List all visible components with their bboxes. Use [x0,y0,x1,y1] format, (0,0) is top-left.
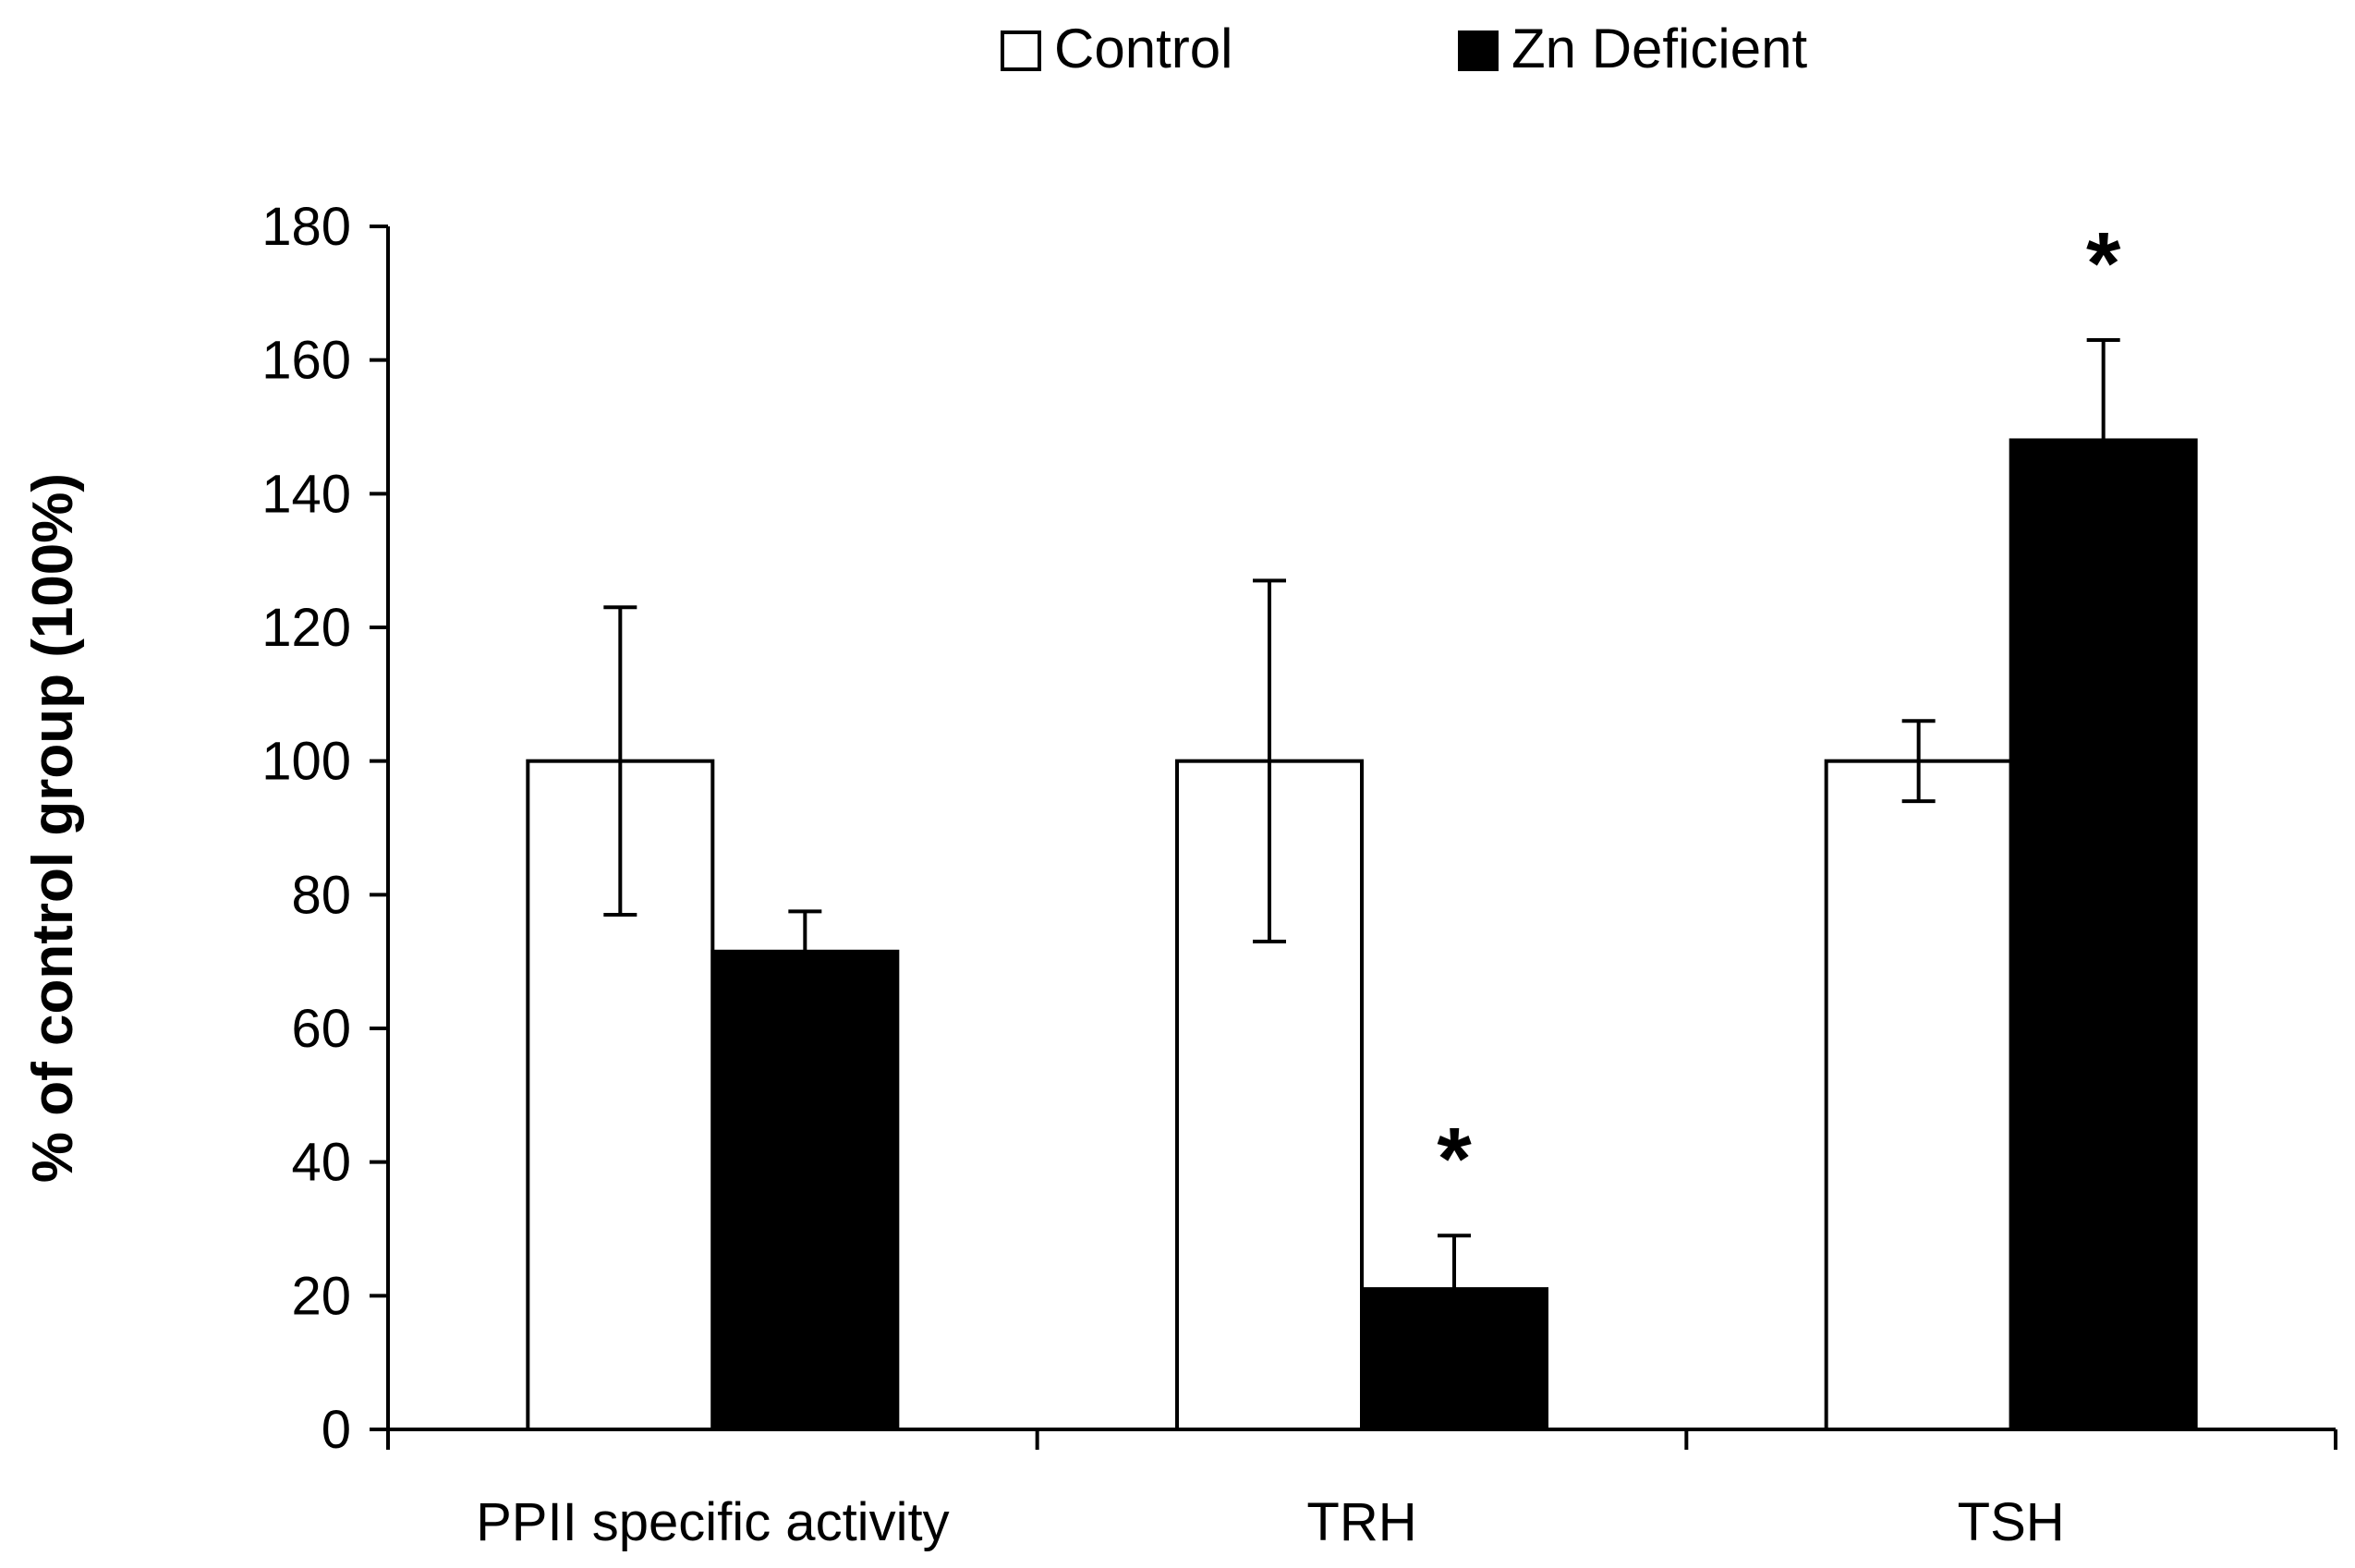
y-tick-label: 160 [261,331,351,391]
x-category-label: TRH [1306,1492,1416,1552]
legend-label: Zn Deficient [1511,18,1807,79]
y-tick-label: 100 [261,732,351,792]
legend-label: Control [1054,18,1232,79]
error-bars [603,337,2120,1344]
bar-control-2 [1824,759,2013,1431]
y-tick-label: 80 [291,865,351,925]
y-axis-label: % of control group (100%) [21,473,85,1183]
legend: Control Zn Deficient [1001,18,1807,79]
y-tick-label: 180 [261,197,351,257]
y-axis-label-group: % of control group (100%) [21,473,85,1183]
significance-marker: * [1437,1110,1472,1209]
axes [386,226,2337,1450]
y-tick-label: 120 [261,598,351,658]
y-tick-label: 60 [291,999,351,1059]
y-tick-label: 40 [291,1133,351,1193]
x-category-labels: PPII specific activity TRH TSH [476,1492,2065,1552]
bar-zn-deficient-2 [2009,438,2198,1431]
y-tick-label: 20 [291,1266,351,1326]
y-tick-label: 140 [261,464,351,524]
bars [526,438,2198,1431]
bar-zn-deficient-0 [710,949,900,1431]
annotations: ** [1437,214,2121,1209]
significance-marker: * [2086,214,2121,313]
legend-swatch-zn-deficient [1458,30,1499,71]
x-category-label: TSH [1958,1492,2065,1552]
y-ticks: 0 20 40 60 80 100 120 140 160 180 [261,197,388,1460]
y-tick-label: 0 [322,1400,351,1460]
legend-swatch-control [1001,30,1041,71]
x-category-label: PPII specific activity [476,1492,949,1552]
